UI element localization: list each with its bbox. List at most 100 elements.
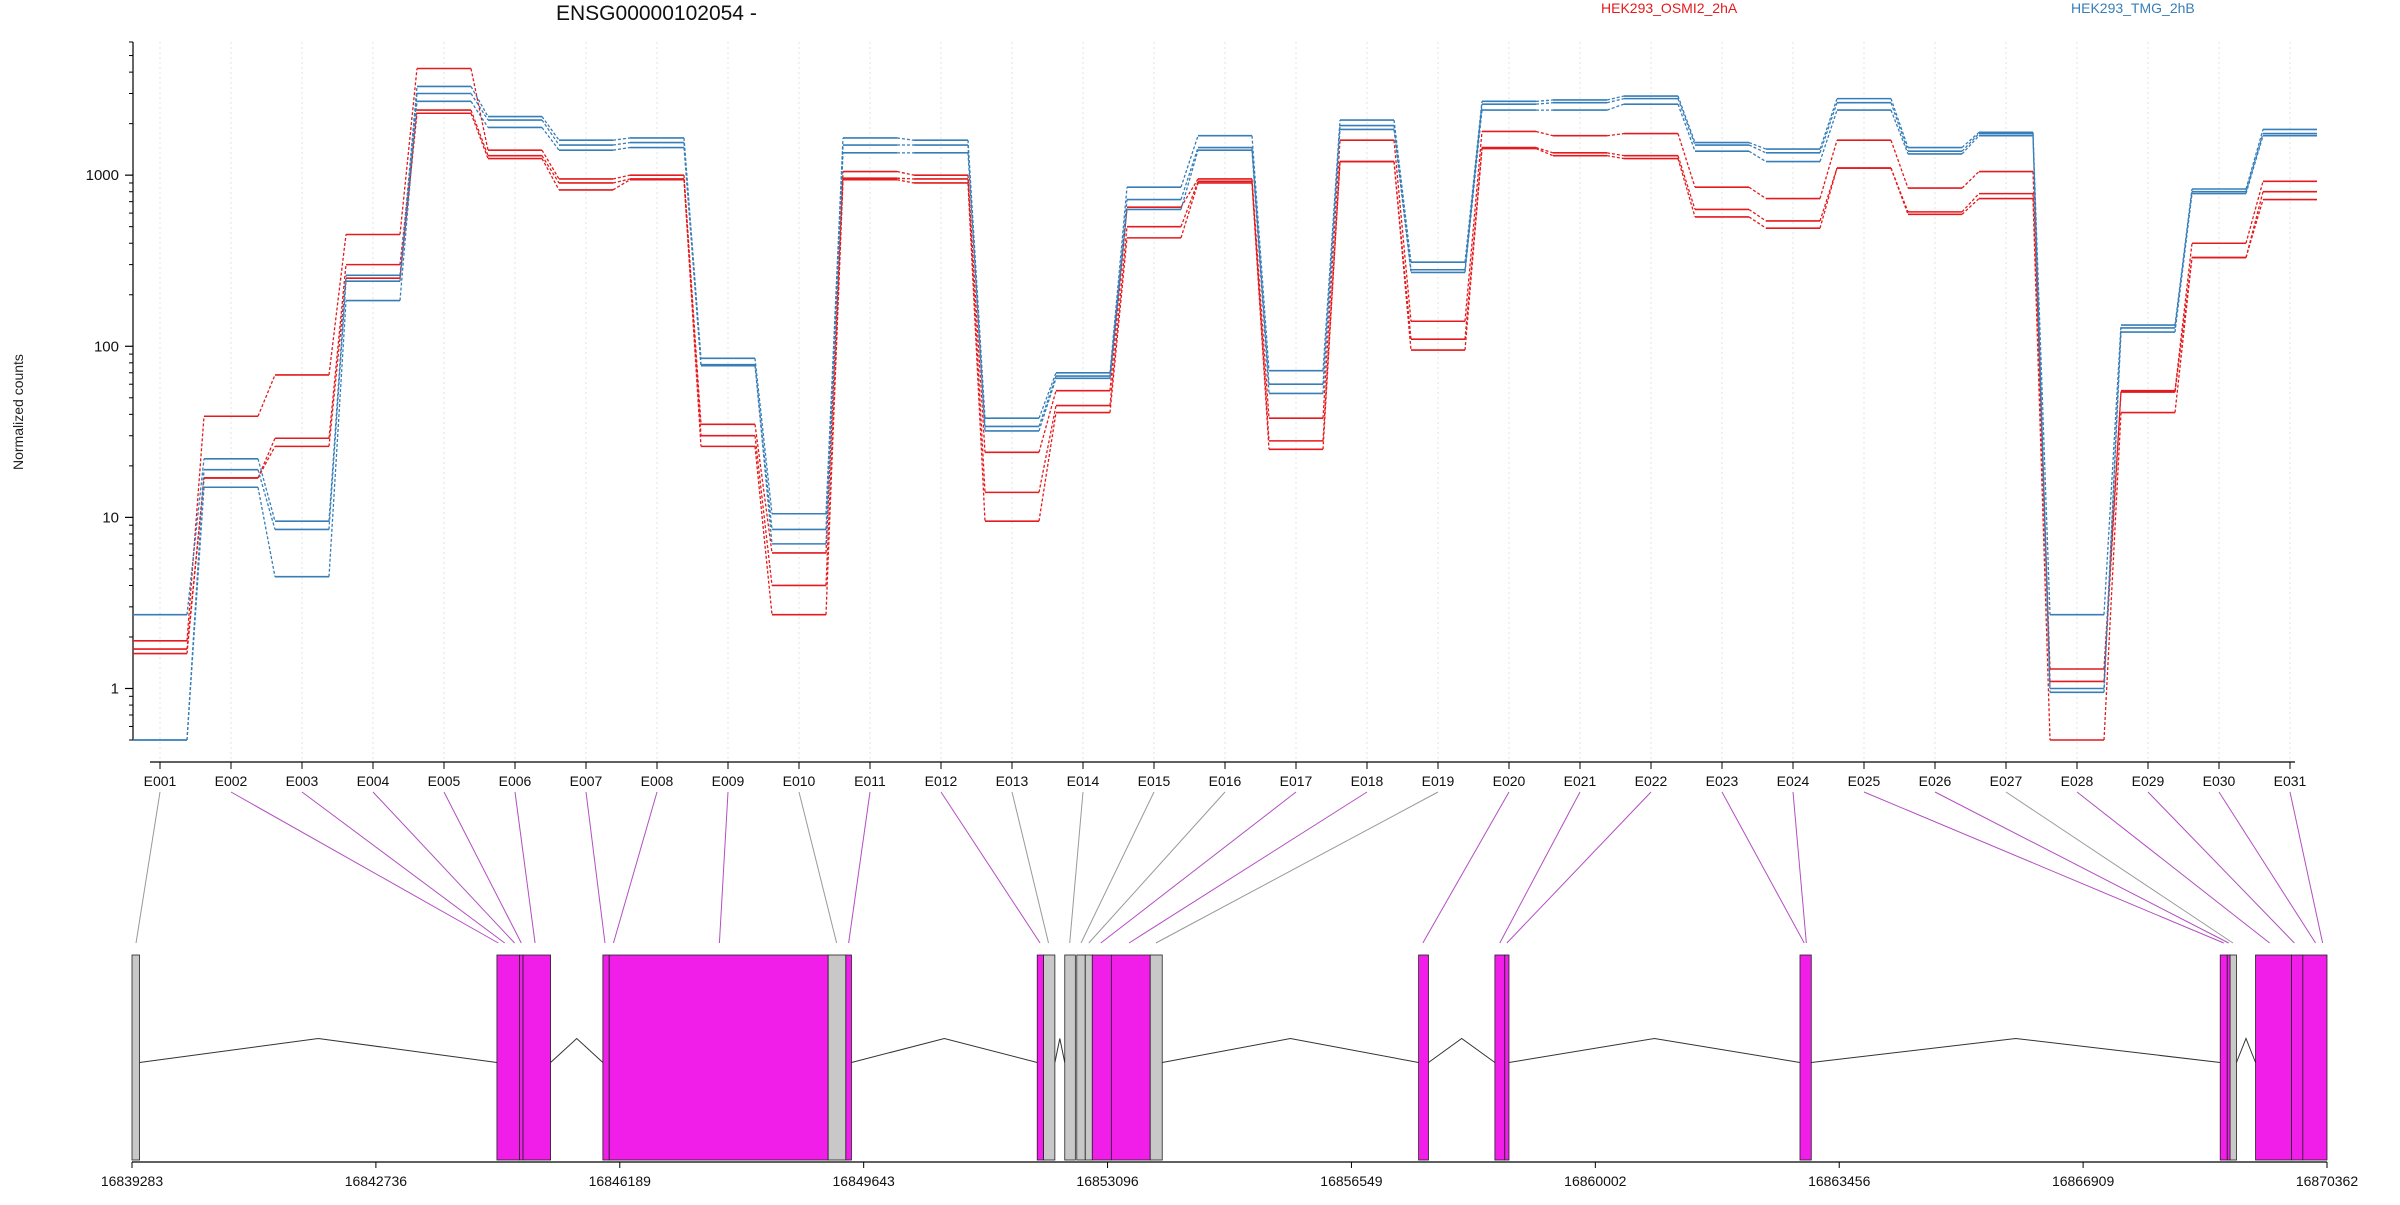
map-line-E002 xyxy=(230,791,499,944)
series-2-connector-25 xyxy=(1961,198,1980,215)
series-4-connector-12 xyxy=(1038,375,1057,427)
x-tick-label-E018: E018 xyxy=(1351,773,1384,789)
genomic-tick-label-16842736: 16842736 xyxy=(345,1173,408,1189)
exon-block-10 xyxy=(1064,954,1076,1161)
x-tick-label-E021: E021 xyxy=(1564,773,1597,789)
series-1-connector-10 xyxy=(896,177,915,180)
series-4-connector-1 xyxy=(257,469,276,530)
series-1-connector-25 xyxy=(1961,193,1980,213)
series-5-connector-24 xyxy=(1890,109,1909,155)
series-2-connector-29 xyxy=(2245,199,2264,258)
series-3-connector-6 xyxy=(612,137,631,141)
map-line-E016 xyxy=(1088,791,1226,944)
series-0-connector-0 xyxy=(186,416,205,641)
series-1-connector-14 xyxy=(1180,181,1199,227)
genomic-tick-label-16863456: 16863456 xyxy=(1808,1173,1871,1189)
series-0-connector-5 xyxy=(541,149,560,180)
series-0-connector-24 xyxy=(1890,140,1909,189)
series-3-connector-10 xyxy=(896,137,915,141)
series-3-connector-13 xyxy=(1109,187,1128,373)
series-2-connector-16 xyxy=(1322,161,1341,450)
series-3-connector-20 xyxy=(1606,95,1625,101)
series-2-connector-26 xyxy=(2032,198,2051,741)
series-2-connector-0 xyxy=(186,477,205,654)
series-2-connector-9 xyxy=(825,179,844,615)
series-1-connector-19 xyxy=(1535,146,1554,154)
series-4-connector-19 xyxy=(1535,102,1554,105)
series-3-connector-9 xyxy=(825,137,844,514)
map-line-E003 xyxy=(301,791,505,944)
x-tick-label-E004: E004 xyxy=(357,773,390,789)
series-2-connector-18 xyxy=(1464,148,1483,351)
chart-title: ENSG00000102054 - xyxy=(556,2,757,25)
exon-block-17 xyxy=(1494,954,1506,1161)
series-5-connector-14 xyxy=(1180,149,1199,210)
series-2-connector-28 xyxy=(2174,257,2193,413)
series-0-connector-14 xyxy=(1180,178,1199,208)
series-2-connector-8 xyxy=(754,446,773,615)
series-5-connector-13 xyxy=(1109,209,1128,379)
x-tick-label-E022: E022 xyxy=(1635,773,1668,789)
exon-block-19 xyxy=(1799,954,1812,1161)
exon-block-2 xyxy=(519,954,524,1161)
exon-block-11 xyxy=(1076,954,1086,1161)
series-3-connector-2 xyxy=(328,275,347,522)
exon-block-1 xyxy=(496,954,520,1161)
x-tick-label-E005: E005 xyxy=(428,773,461,789)
series-5-connector-8 xyxy=(754,364,773,544)
x-tick-label-E026: E026 xyxy=(1919,773,1952,789)
x-tick-label-E001: E001 xyxy=(144,773,177,789)
series-5-connector-1 xyxy=(257,487,276,577)
exon-block-18 xyxy=(1504,954,1510,1161)
map-line-E029 xyxy=(2147,791,2295,944)
series-4-connector-24 xyxy=(1890,102,1909,152)
map-line-E018 xyxy=(1128,791,1368,944)
genomic-tick-label-16870362: 16870362 xyxy=(2296,1173,2359,1189)
series-5-connector-7 xyxy=(683,147,702,365)
series-2-connector-12 xyxy=(1038,412,1057,522)
series-2-connector-11 xyxy=(967,182,986,522)
series-5-connector-22 xyxy=(1748,150,1767,163)
series-1-connector-12 xyxy=(1038,405,1057,493)
series-2-connector-27 xyxy=(2103,412,2122,741)
series-1-connector-21 xyxy=(1677,155,1696,210)
series-1-connector-28 xyxy=(2174,257,2193,393)
series-0-connector-1 xyxy=(257,374,276,417)
map-line-E027 xyxy=(2005,791,2234,944)
series-0-connector-4 xyxy=(470,68,489,151)
series-0-connector-19 xyxy=(1535,130,1554,137)
series-2-connector-6 xyxy=(612,179,631,191)
series-2-connector-22 xyxy=(1748,216,1767,229)
map-line-E028 xyxy=(2076,791,2270,944)
map-line-E014 xyxy=(1069,791,1084,944)
exon-block-23 xyxy=(2255,954,2292,1161)
x-tick-label-E024: E024 xyxy=(1777,773,1810,789)
series-2-connector-21 xyxy=(1677,158,1696,218)
series-3-connector-0 xyxy=(186,458,205,615)
series-4-connector-13 xyxy=(1109,199,1128,377)
series-2-connector-13 xyxy=(1109,237,1128,413)
x-tick-label-E029: E029 xyxy=(2132,773,2165,789)
map-line-E009 xyxy=(718,791,729,944)
y-tick-label-1: 1 xyxy=(111,680,119,697)
map-line-E008 xyxy=(612,791,658,944)
series-5-connector-11 xyxy=(967,152,986,431)
map-line-E004 xyxy=(372,791,515,944)
series-5-connector-15 xyxy=(1251,150,1270,394)
x-tick-label-E023: E023 xyxy=(1706,773,1739,789)
series-3-connector-23 xyxy=(1819,98,1838,150)
series-1-connector-4 xyxy=(470,109,489,156)
series-2-connector-17 xyxy=(1393,161,1412,351)
series-5-connector-25 xyxy=(1961,135,1980,155)
y-tick-label-100: 100 xyxy=(94,338,119,355)
map-line-E011 xyxy=(848,791,871,944)
x-tick-label-E020: E020 xyxy=(1493,773,1526,789)
exon-block-15 xyxy=(1149,954,1163,1161)
series-1-connector-8 xyxy=(754,435,773,586)
series-3-connector-8 xyxy=(754,358,773,514)
series-5-connector-16 xyxy=(1322,129,1341,394)
series-3-connector-18 xyxy=(1464,101,1483,263)
series-3-connector-5 xyxy=(541,116,560,141)
